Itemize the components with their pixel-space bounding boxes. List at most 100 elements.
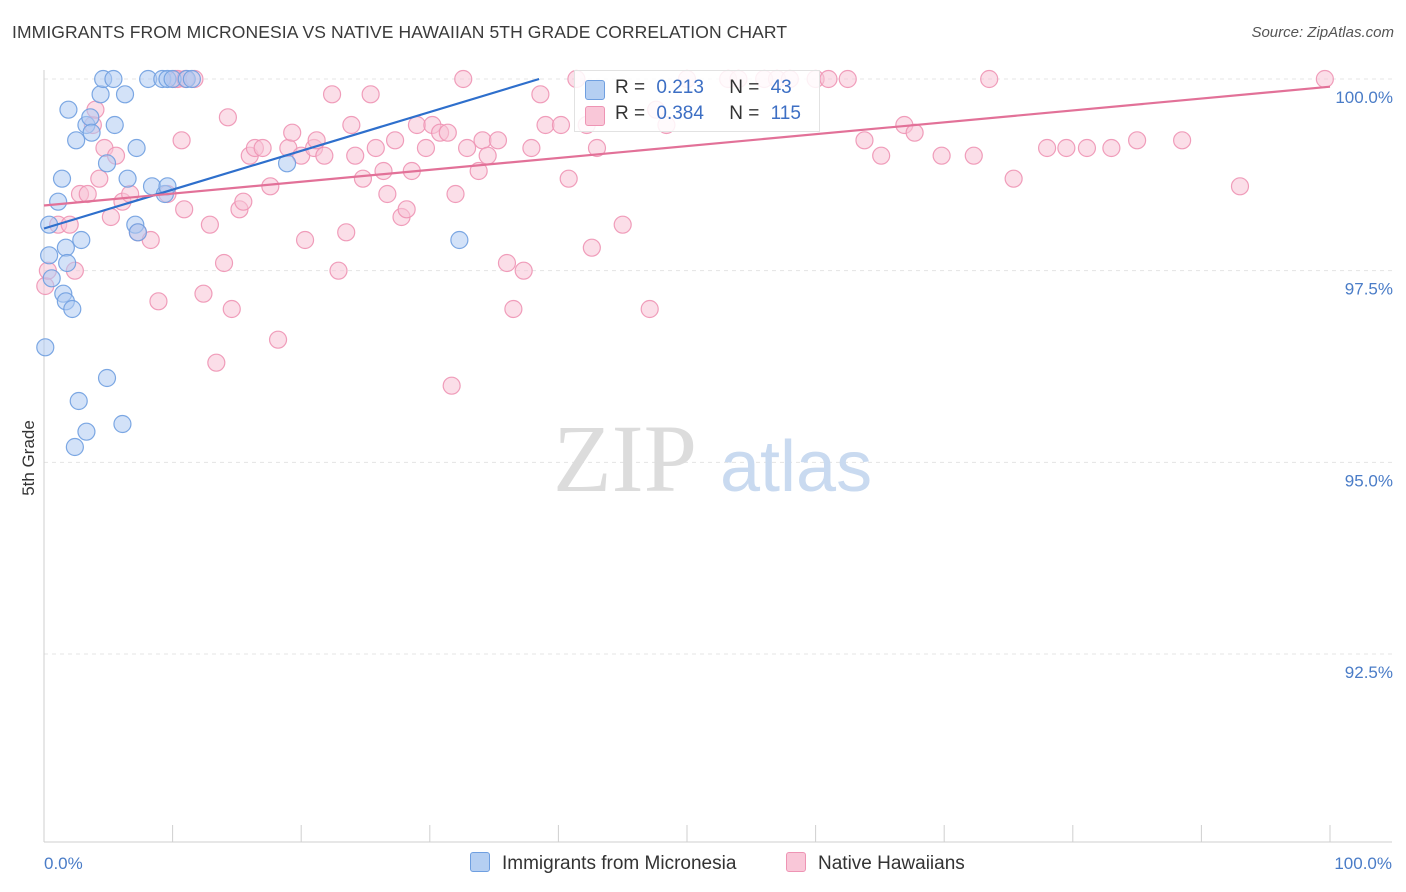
y-tick-labels: 100.0% 97.5% 95.0% 92.5% bbox=[1335, 88, 1393, 682]
data-point-hawaiian bbox=[207, 353, 226, 372]
data-point-hawaiian bbox=[457, 138, 477, 158]
data-point-micronesia bbox=[49, 192, 68, 211]
data-point-hawaiian bbox=[587, 138, 607, 158]
data-point-hawaiian bbox=[438, 123, 457, 142]
chart-title: IMMIGRANTS FROM MICRONESIA VS NATIVE HAW… bbox=[12, 22, 788, 42]
legend-swatch-hawaiians bbox=[786, 852, 806, 872]
data-point-micronesia bbox=[67, 131, 86, 150]
chart-source: Source: ZipAtlas.com bbox=[1251, 24, 1394, 41]
data-point-hawaiian bbox=[353, 169, 373, 188]
data-point-hawaiian bbox=[200, 215, 219, 234]
data-point-micronesia bbox=[81, 108, 100, 127]
x-ticks bbox=[43, 825, 1331, 842]
y-tick-label: 100.0% bbox=[1335, 88, 1393, 107]
data-point-micronesia bbox=[450, 230, 469, 250]
data-point-hawaiian bbox=[819, 69, 838, 89]
data-point-hawaiian bbox=[261, 177, 280, 196]
data-point-micronesia bbox=[97, 154, 117, 173]
data-point-hawaiian bbox=[342, 115, 361, 135]
data-point-hawaiian bbox=[1077, 138, 1097, 158]
data-point-hawaiian bbox=[446, 184, 465, 204]
legend-swatch-micronesia bbox=[470, 852, 490, 872]
data-point-micronesia bbox=[118, 169, 137, 188]
data-point-hawaiian bbox=[980, 69, 999, 89]
legend-n-value-micronesia: 43 bbox=[770, 77, 792, 98]
data-point-hawaiian bbox=[497, 253, 517, 273]
grid-lines bbox=[44, 78, 1392, 655]
data-point-hawaiian bbox=[416, 138, 436, 158]
data-point-hawaiian bbox=[932, 146, 951, 165]
data-point-hawaiian bbox=[315, 146, 334, 165]
data-point-hawaiian bbox=[322, 85, 342, 104]
legend-label-micronesia: Immigrants from Micronesia bbox=[502, 853, 737, 874]
data-point-micronesia bbox=[40, 246, 59, 265]
data-point-hawaiian bbox=[1173, 131, 1192, 150]
data-point-micronesia bbox=[77, 422, 96, 441]
data-point-micronesia bbox=[58, 253, 77, 273]
data-point-hawaiian bbox=[522, 138, 541, 158]
data-point-hawaiian bbox=[295, 230, 315, 250]
y-tick-label: 92.5% bbox=[1345, 663, 1393, 682]
data-point-hawaiian bbox=[268, 330, 288, 349]
data-point-hawaiian bbox=[514, 261, 533, 280]
data-point-hawaiian bbox=[473, 131, 492, 150]
data-point-hawaiian bbox=[1230, 177, 1250, 196]
data-point-hawaiian bbox=[872, 146, 891, 165]
legend-item-hawaiians: Native Hawaiians bbox=[786, 852, 965, 875]
x-tick-label-left: 0.0% bbox=[44, 854, 83, 873]
data-point-hawaiian bbox=[385, 131, 405, 150]
data-point-hawaiian bbox=[454, 69, 473, 89]
data-point-hawaiian bbox=[374, 161, 393, 181]
data-point-hawaiian bbox=[378, 184, 397, 204]
data-point-hawaiian bbox=[488, 131, 508, 150]
trend-line-micronesia bbox=[43, 77, 540, 230]
data-point-micronesia bbox=[127, 138, 146, 158]
data-point-hawaiian bbox=[149, 292, 168, 311]
data-point-hawaiian bbox=[964, 146, 983, 165]
data-point-hawaiian bbox=[1127, 131, 1147, 150]
data-point-hawaiian bbox=[397, 200, 416, 219]
data-point-micronesia bbox=[128, 223, 147, 242]
data-point-micronesia bbox=[56, 238, 75, 257]
legend-item-micronesia: Immigrants from Micronesia bbox=[470, 852, 736, 875]
data-point-hawaiian bbox=[905, 123, 924, 142]
data-point-hawaiian bbox=[337, 223, 356, 242]
data-point-hawaiian bbox=[559, 169, 578, 188]
watermark-atlas: atlas bbox=[720, 427, 872, 507]
watermark-zip: ZIP bbox=[553, 405, 697, 512]
legend-swatch-micronesia bbox=[585, 80, 605, 100]
data-point-hawaiian bbox=[838, 69, 857, 89]
data-point-micronesia bbox=[65, 437, 84, 457]
y-tick-label: 97.5% bbox=[1345, 280, 1393, 299]
data-point-hawaiian bbox=[329, 261, 348, 280]
data-point-hawaiian bbox=[90, 169, 109, 188]
data-point-micronesia bbox=[105, 115, 124, 135]
legend-r-label: R = bbox=[615, 77, 646, 98]
data-point-micronesia bbox=[97, 368, 117, 388]
data-point-hawaiian bbox=[172, 131, 191, 150]
data-point-micronesia bbox=[36, 338, 55, 357]
y-tick-label: 95.0% bbox=[1345, 471, 1393, 490]
data-point-hawaiian bbox=[214, 253, 234, 273]
data-point-hawaiian bbox=[283, 123, 302, 142]
data-point-micronesia bbox=[104, 69, 123, 89]
trend-lines bbox=[43, 77, 1331, 230]
data-point-hawaiian bbox=[218, 108, 237, 127]
legend-n-label: N = bbox=[729, 103, 760, 124]
data-point-hawaiian bbox=[582, 238, 601, 257]
data-point-hawaiian bbox=[407, 115, 427, 135]
data-point-hawaiian bbox=[1004, 169, 1023, 188]
data-point-hawaiian bbox=[346, 146, 365, 165]
legend-r-value-micronesia: 0.213 bbox=[656, 77, 704, 98]
legend-n-value-hawaiians: 115 bbox=[770, 103, 801, 124]
stats-legend: R = 0.213 N = 43 R = 0.384 N = 115 bbox=[574, 70, 820, 132]
data-point-hawaiian bbox=[194, 284, 213, 303]
trend-line-hawaiian bbox=[43, 85, 1331, 207]
data-point-hawaiian bbox=[361, 85, 380, 104]
data-point-hawaiian bbox=[253, 138, 272, 158]
legend-r-label: R = bbox=[615, 103, 646, 124]
data-point-hawaiian bbox=[1315, 69, 1334, 89]
data-point-hawaiian bbox=[531, 85, 550, 104]
data-point-micronesia bbox=[113, 414, 132, 434]
